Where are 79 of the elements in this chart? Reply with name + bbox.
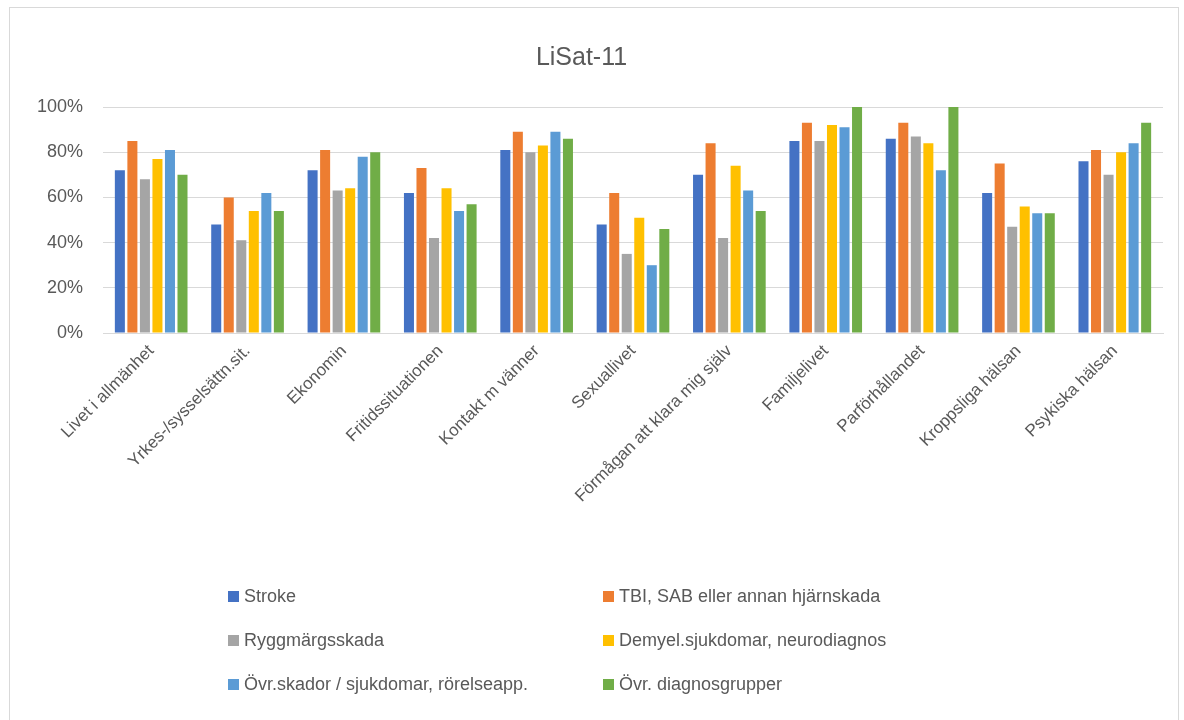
bar bbox=[512, 131, 523, 333]
bar bbox=[127, 140, 138, 333]
y-tick-label: 0% bbox=[56, 321, 83, 342]
bar bbox=[441, 188, 452, 333]
bar bbox=[177, 174, 188, 333]
bar bbox=[273, 210, 284, 333]
y-tick-label: 100% bbox=[36, 95, 83, 116]
bar bbox=[114, 170, 125, 333]
bar bbox=[730, 165, 741, 333]
bar bbox=[223, 197, 234, 333]
bar bbox=[525, 152, 536, 333]
bar bbox=[1019, 206, 1030, 333]
bar bbox=[705, 143, 716, 333]
bar bbox=[500, 149, 511, 333]
bar bbox=[1116, 152, 1127, 333]
bar bbox=[248, 210, 259, 333]
bar bbox=[801, 122, 812, 333]
bar bbox=[885, 138, 896, 333]
bar bbox=[307, 170, 318, 333]
legend-label: Demyel.sjukdomar, neurodiagnos bbox=[619, 629, 887, 651]
bar bbox=[357, 156, 368, 333]
bar bbox=[537, 145, 548, 333]
bar bbox=[646, 265, 657, 333]
bar bbox=[634, 217, 645, 333]
bar bbox=[139, 179, 150, 333]
bar bbox=[948, 107, 959, 333]
bar bbox=[403, 192, 414, 333]
bar bbox=[236, 240, 247, 333]
bar bbox=[982, 192, 993, 333]
bar bbox=[1032, 213, 1043, 333]
y-tick-label: 20% bbox=[46, 276, 83, 297]
bar bbox=[789, 140, 800, 333]
bar bbox=[852, 107, 863, 333]
bar bbox=[743, 190, 754, 333]
y-tick-label: 40% bbox=[46, 231, 83, 252]
bar bbox=[261, 192, 272, 333]
legend-label: Ryggmärgsskada bbox=[244, 629, 385, 651]
bar bbox=[416, 168, 427, 333]
bar bbox=[693, 174, 704, 333]
legend-label: Stroke bbox=[244, 585, 297, 607]
bar bbox=[596, 224, 607, 333]
legend-label: Övr. diagnosgrupper bbox=[619, 673, 783, 695]
bar bbox=[755, 210, 766, 333]
bar bbox=[994, 163, 1005, 333]
bar bbox=[923, 143, 934, 333]
y-tick-label: 80% bbox=[46, 141, 83, 162]
bar bbox=[332, 190, 343, 333]
bar bbox=[659, 229, 670, 333]
bar bbox=[1007, 226, 1018, 333]
bar bbox=[898, 122, 909, 333]
bar bbox=[839, 127, 850, 333]
bar bbox=[1128, 143, 1139, 333]
bar bbox=[152, 158, 163, 333]
bar bbox=[429, 238, 440, 333]
legend-label: Övr.skador / sjukdomar, rörelseapp. bbox=[244, 673, 529, 695]
bar bbox=[1044, 213, 1055, 333]
y-tick-label: 60% bbox=[46, 186, 83, 207]
bar bbox=[211, 224, 222, 333]
bar bbox=[1078, 161, 1089, 333]
bar bbox=[621, 253, 632, 333]
bar bbox=[370, 152, 381, 333]
chart-title: LiSat-11 bbox=[535, 41, 628, 70]
bar bbox=[320, 149, 331, 333]
bar bbox=[1103, 174, 1114, 333]
bar bbox=[1091, 149, 1102, 333]
bar bbox=[1141, 122, 1152, 333]
bar bbox=[826, 125, 837, 333]
bar bbox=[814, 140, 825, 333]
bar bbox=[935, 170, 946, 333]
bar bbox=[550, 131, 561, 333]
bar bbox=[718, 238, 729, 333]
bar bbox=[609, 192, 620, 333]
bar bbox=[562, 138, 573, 333]
bar bbox=[454, 210, 465, 333]
bar bbox=[345, 188, 356, 333]
bar bbox=[164, 149, 175, 333]
legend-label: TBI, SAB eller annan hjärnskada bbox=[619, 585, 881, 607]
bar bbox=[910, 136, 921, 333]
bar bbox=[466, 204, 477, 333]
